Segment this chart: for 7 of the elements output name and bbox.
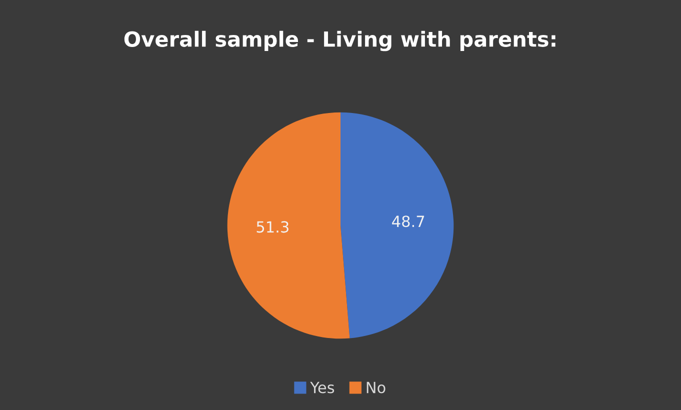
pie-slice — [227, 112, 350, 339]
data-label: 51.3 — [256, 221, 288, 233]
legend-label: Yes — [310, 382, 334, 394]
data-label: 48.7 — [392, 216, 424, 228]
legend-label: No — [366, 382, 386, 394]
chart-title: Overall sample - Living with parents: — [124, 30, 556, 52]
pie-slice — [340, 112, 454, 338]
